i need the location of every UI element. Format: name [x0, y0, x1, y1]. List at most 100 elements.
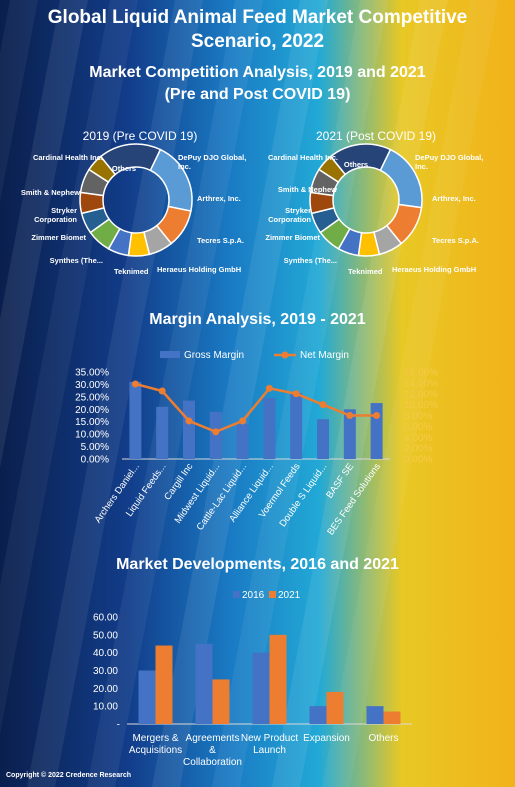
- legend-swatch-gross: [160, 351, 180, 358]
- gross-margin-bar: [183, 400, 195, 459]
- margin-right-tick: 8.00%: [404, 411, 432, 422]
- dev-y-tick: 20.00: [93, 684, 118, 695]
- margin-right-tick: 16.00%: [404, 368, 438, 379]
- gross-margin-bar: [156, 406, 169, 459]
- donut-label: Stryker Corporation: [268, 206, 311, 224]
- page-title-line1: Global Liquid Animal Feed Market Competi…: [47, 7, 468, 28]
- legend-marker-net: [281, 351, 289, 359]
- background-stripes: [0, 0, 498, 787]
- net-margin-point: [239, 417, 247, 425]
- dev-y-tick: 40.00: [93, 648, 118, 659]
- background-stripe: [0, 0, 38, 203]
- section-title-competition: Market Competition Analysis, 2019 and 20…: [89, 64, 426, 81]
- dev-bar-2016: [366, 706, 384, 724]
- dev-y-tick: -: [117, 720, 120, 731]
- background-stripe: [152, 0, 328, 787]
- donut-label: Arthrex, Inc.: [432, 194, 476, 203]
- developments-chart-title: Market Developments, 2016 and 2021: [116, 556, 399, 573]
- margin-right-tick: 0.00%: [404, 455, 432, 466]
- net-margin-point: [319, 401, 327, 409]
- gross-margin-bar: [290, 393, 303, 459]
- margin-left-tick: 0.00%: [81, 455, 109, 466]
- net-margin-point: [212, 428, 220, 436]
- donut-title: 2021 (Post COVID 19): [316, 129, 436, 143]
- donut-label: Zimmer Biomet: [31, 233, 86, 242]
- dev-bar-2021: [155, 645, 173, 724]
- dev-category-label: Expansion: [303, 733, 350, 744]
- dev-y-tick: 50.00: [93, 630, 118, 641]
- donut-label: Others: [344, 160, 368, 169]
- margin-right-tick: 10.00%: [404, 400, 438, 411]
- margin-left-tick: 10.00%: [75, 430, 109, 441]
- gross-margin-bar: [317, 419, 329, 459]
- gross-margin-bar: [129, 381, 142, 459]
- margin-left-tick: 20.00%: [75, 405, 109, 416]
- gross-margin-bar: [370, 403, 383, 459]
- legend-label-2021: 2021: [278, 590, 301, 601]
- legend-label-2016: 2016: [242, 590, 265, 601]
- donut-label: Tecres S.p.A.: [432, 236, 479, 245]
- dev-bar-2021: [383, 711, 401, 724]
- margin-right-tick: 6.00%: [404, 422, 432, 433]
- gross-margin-bar: [209, 411, 222, 459]
- dev-bar-2016: [195, 643, 213, 724]
- legend-label-net: Net Margin: [300, 350, 349, 361]
- donut-label: Cardinal Health Inc.: [268, 153, 338, 162]
- margin-left-tick: 5.00%: [81, 442, 109, 453]
- donut-label: DePuy DJO Global, Inc.: [178, 153, 246, 171]
- legend-swatch-2016: [233, 591, 240, 598]
- donut-label: Synthes (The...: [284, 256, 337, 265]
- dev-y-tick: 30.00: [93, 666, 118, 677]
- margin-right-tick: 14.00%: [404, 378, 438, 389]
- dev-bar-2021: [269, 634, 287, 724]
- dev-bar-2021: [212, 679, 230, 724]
- background-stripe: [0, 0, 88, 468]
- legend-label-gross: Gross Margin: [184, 350, 244, 361]
- donut-label: DePuy DJO Global, Inc.: [415, 153, 483, 171]
- donut-label: Smith & Nephew: [21, 188, 80, 197]
- donut-slice: [329, 143, 392, 176]
- net-margin-point: [131, 380, 139, 388]
- page-title: Global Liquid Animal Feed Market Competi…: [0, 6, 515, 54]
- donut-label: Heraeus Holding GmbH: [392, 265, 476, 274]
- donut-label: Tecres S.p.A.: [197, 236, 244, 245]
- background-stripe: [87, 0, 263, 787]
- donut-title: 2019 (Pre COVID 19): [83, 129, 198, 143]
- background-stripe: [27, 0, 203, 787]
- section-subtitle-covid: (Pre and Post COVID 19): [164, 86, 351, 103]
- dev-category-label: New Product Launch: [241, 733, 298, 756]
- gross-margin-bar: [236, 424, 249, 459]
- donut-label: Smith & Nephew: [278, 185, 337, 194]
- donut-slice: [99, 143, 162, 176]
- margin-left-tick: 30.00%: [75, 380, 109, 391]
- net-margin-point: [265, 384, 273, 392]
- dev-bar-2016: [252, 652, 270, 724]
- margin-analysis-chart: 0.00%5.00%10.00%15.00%20.00%25.00%30.00%…: [75, 350, 438, 537]
- dev-category-label: Others: [368, 733, 398, 744]
- margin-right-tick: 12.00%: [404, 389, 438, 400]
- margin-right-tick: 2.00%: [404, 444, 432, 455]
- background-stripe: [322, 0, 498, 787]
- donut-label: Cardinal Health Inc.: [33, 153, 103, 162]
- donut-label: Teknimed: [348, 267, 383, 276]
- margin-right-tick: 4.00%: [404, 433, 432, 444]
- net-margin-point: [185, 417, 193, 425]
- net-margin-point: [292, 390, 300, 398]
- net-margin-line: [135, 382, 377, 434]
- donut-label: Heraeus Holding GmbH: [157, 265, 241, 274]
- donut-chart-2019: 2019 (Pre COVID 19) DePuy DJO Global, Inc.…: [21, 129, 247, 276]
- page-title-line2: Scenario, 2022: [190, 31, 325, 52]
- margin-left-tick: 15.00%: [75, 417, 109, 428]
- gross-margin-bar: [263, 398, 276, 459]
- dev-category-label: Mergers & Acquisitions: [129, 733, 182, 756]
- margin-category-label: Double S Liquid...: [277, 461, 329, 529]
- dev-y-tick: 10.00: [93, 702, 118, 713]
- dev-bar-2016: [309, 706, 327, 724]
- margin-chart-title: Margin Analysis, 2019 - 2021: [149, 311, 366, 328]
- donut-chart-2021: 2021 (Post COVID 19) DePuy DJO Global, Inc…: [265, 129, 483, 276]
- donut-label: Others: [112, 164, 136, 173]
- donut-label: Teknimed: [114, 267, 149, 276]
